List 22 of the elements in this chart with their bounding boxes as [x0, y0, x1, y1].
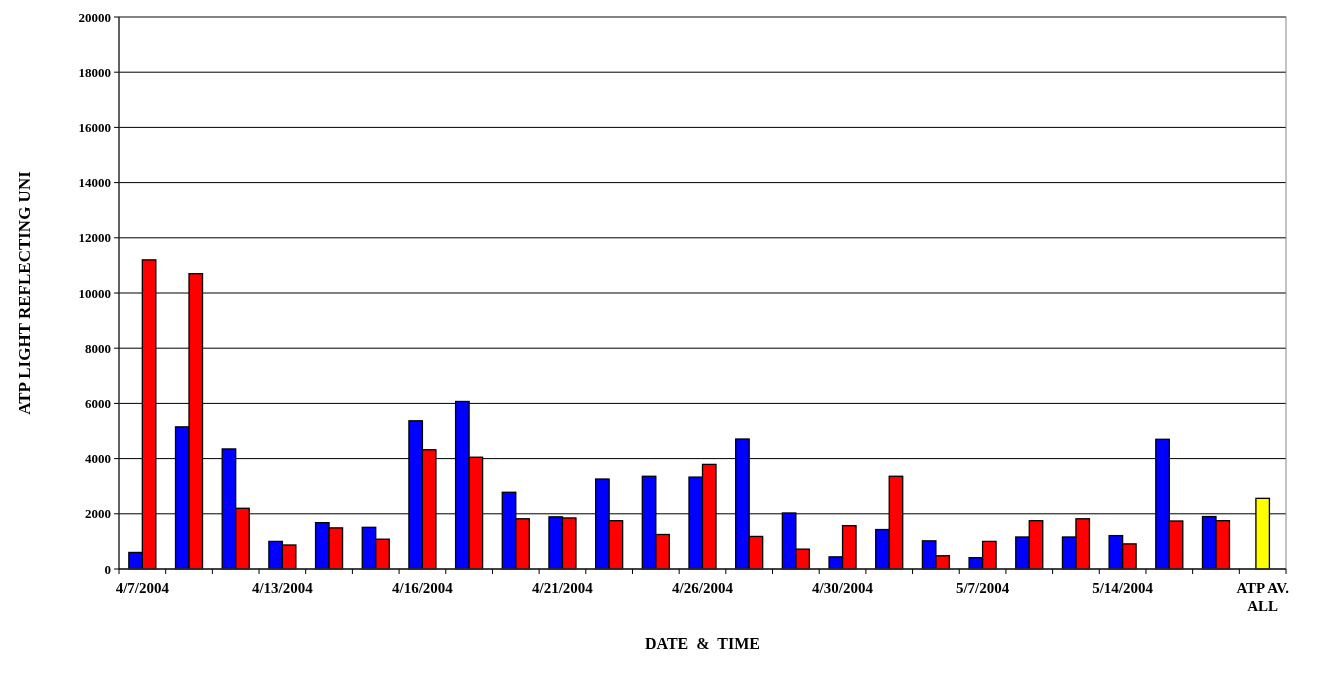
x-tick-label: 5/7/2004	[955, 580, 1010, 596]
y-axis-title: ATP LIGHT REFLECTING UNI	[15, 170, 34, 415]
x-tick-label: 4/26/2004	[672, 580, 734, 596]
y-tick-label: 20000	[78, 9, 111, 25]
y-tick-label: 6000	[85, 395, 111, 411]
y-tick-label: 14000	[78, 175, 111, 191]
x-tick-label: 4/16/2004	[392, 580, 454, 596]
y-tick-label: 0	[104, 561, 111, 577]
x-tick-label: 4/30/2004	[812, 580, 874, 596]
x-tick-label: 4/7/2004	[115, 580, 170, 596]
y-tick-label: 16000	[78, 119, 111, 135]
x-tick-label: 5/14/2004	[1092, 580, 1154, 596]
y-tick-label: 2000	[85, 506, 111, 522]
y-tick-label: 18000	[78, 64, 111, 80]
y-tick-label: 8000	[85, 340, 111, 356]
x-tick-label: 4/21/2004	[532, 580, 594, 596]
x-tick-label: 4/13/2004	[251, 580, 314, 596]
x-tick-label: ATP AV. ALL	[1236, 580, 1290, 614]
y-tick-label: 10000	[78, 285, 111, 301]
y-tick-label: 4000	[85, 451, 111, 467]
x-axis-title: DATE & TIME	[645, 635, 760, 652]
y-tick-label: 12000	[78, 230, 111, 246]
